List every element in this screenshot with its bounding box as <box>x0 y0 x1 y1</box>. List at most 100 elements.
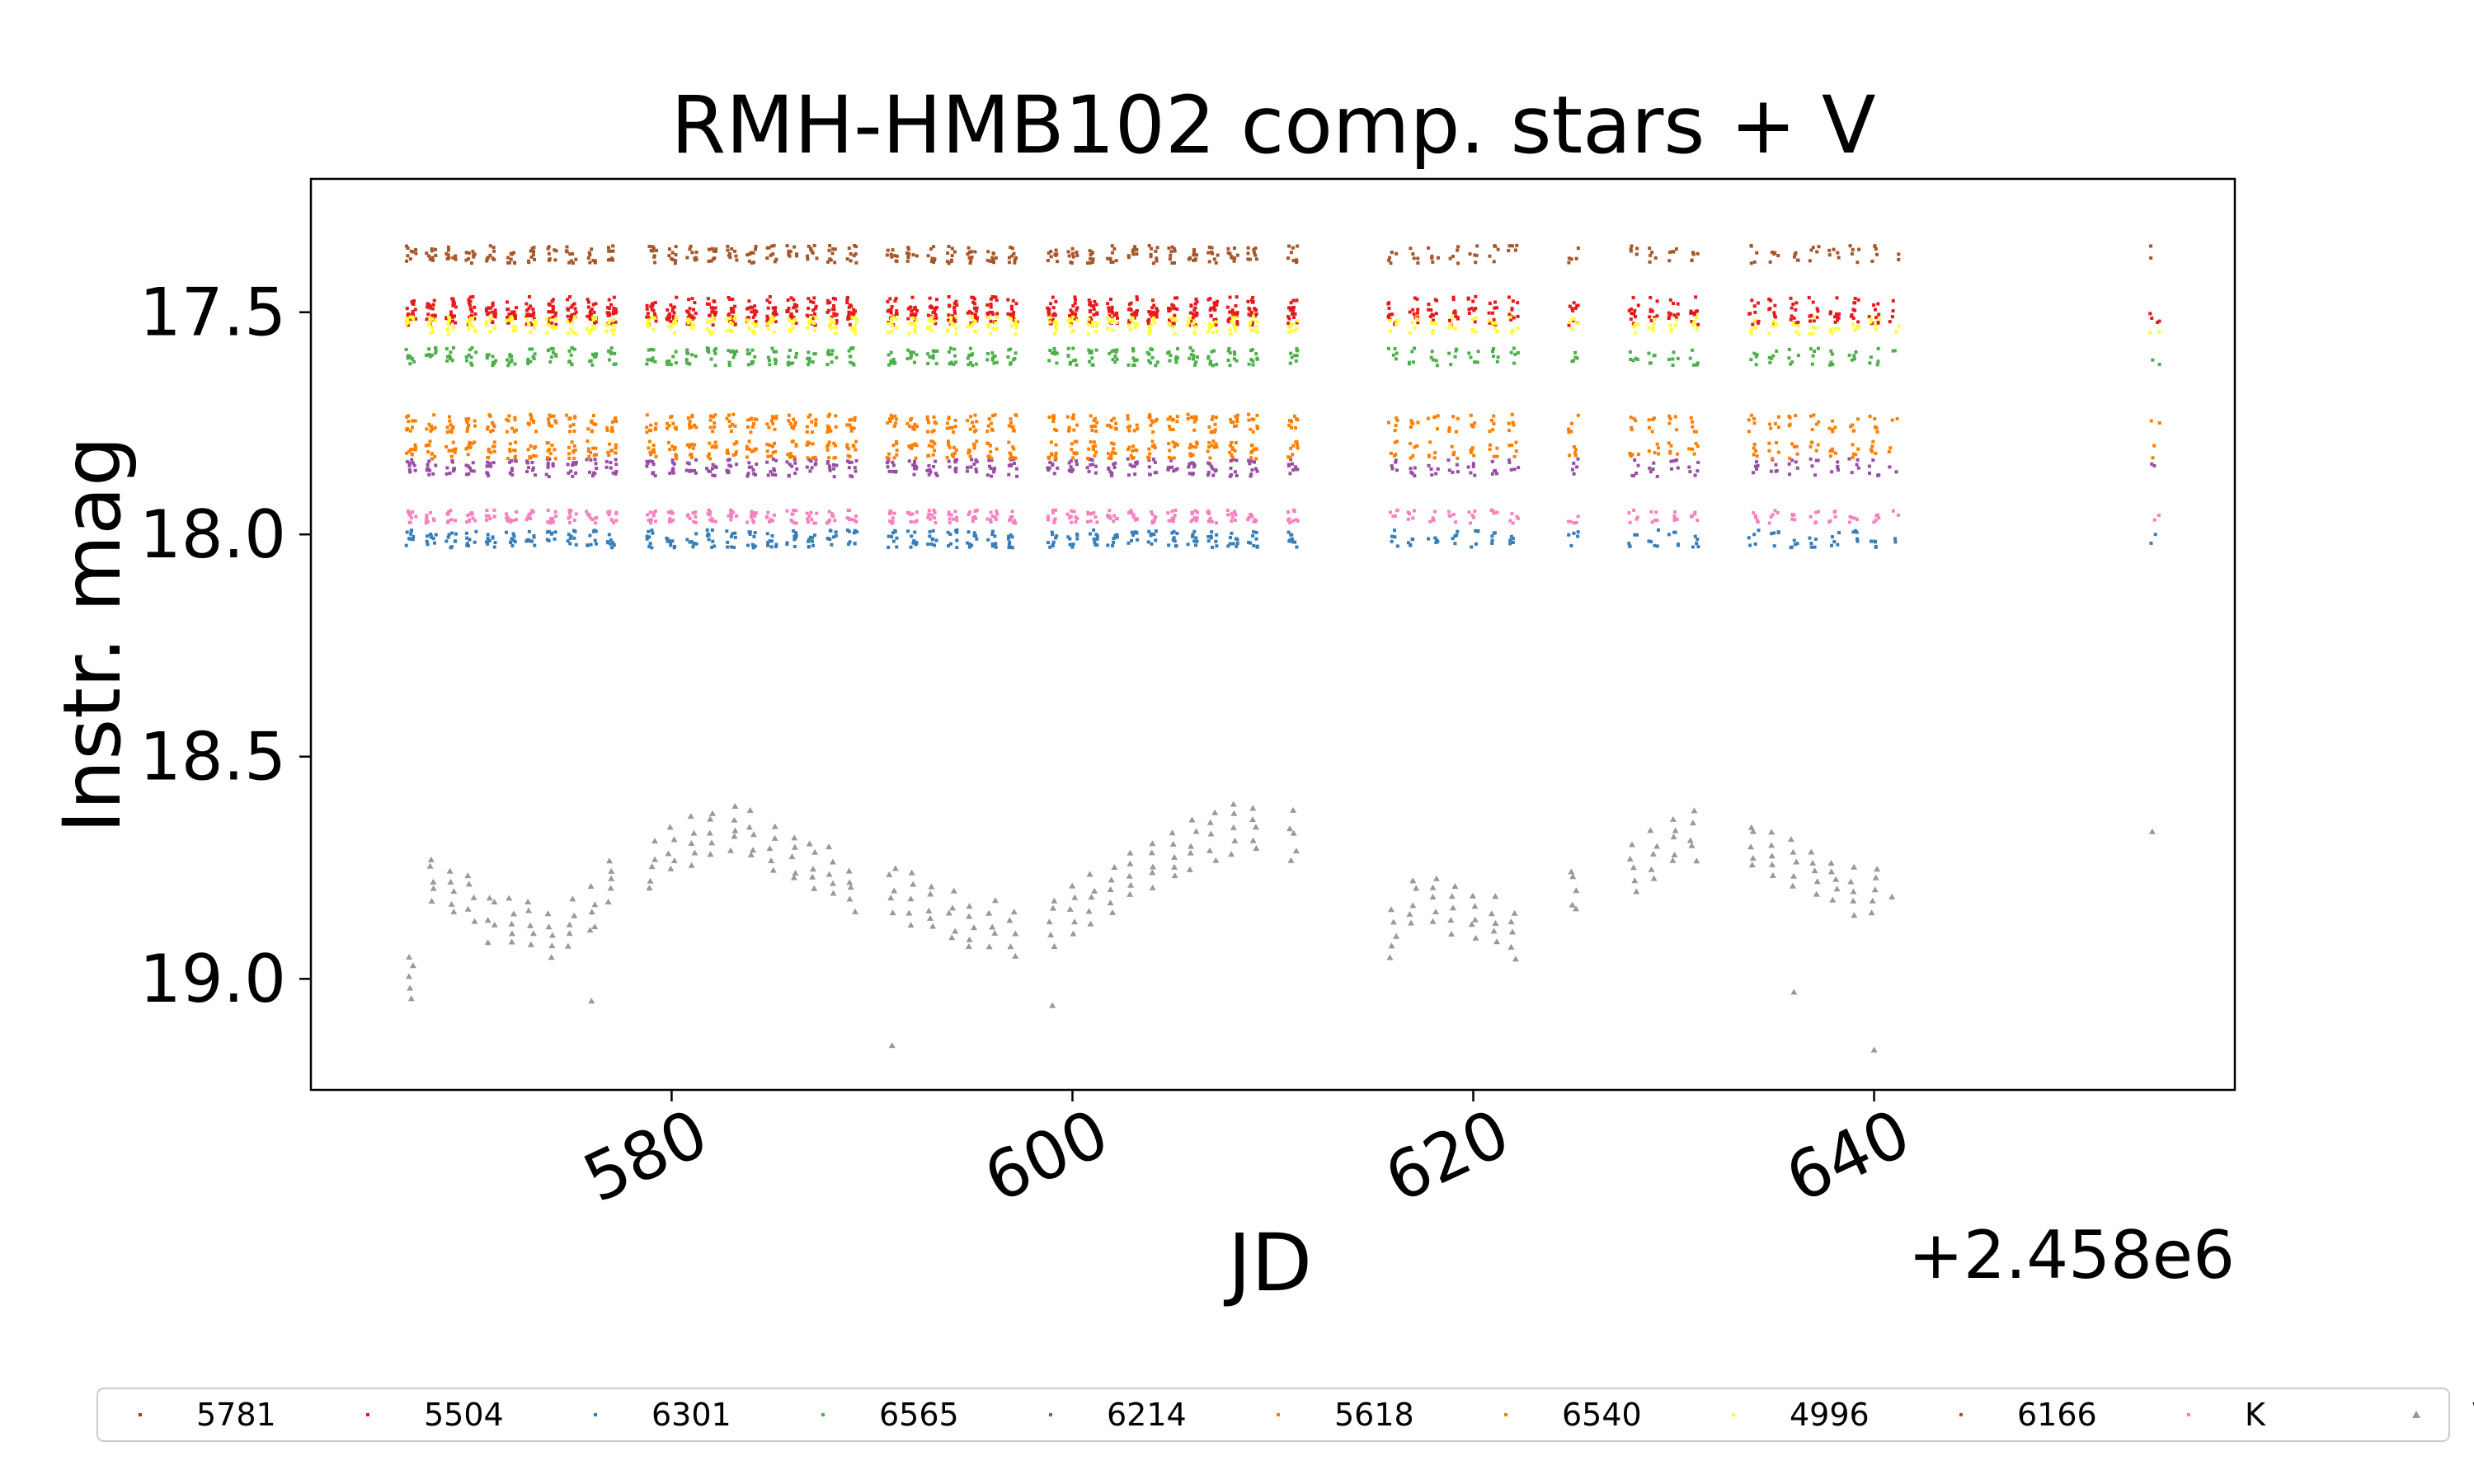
data-point <box>1149 423 1153 427</box>
data-point <box>489 430 493 434</box>
data-point <box>544 472 548 477</box>
data-point <box>1188 345 1192 350</box>
data-point <box>510 317 515 322</box>
data-point <box>1829 360 1833 364</box>
data-point <box>849 259 853 263</box>
data-point <box>890 305 894 309</box>
data-point <box>948 520 952 524</box>
data-point <box>1170 531 1174 535</box>
data-point <box>708 518 713 522</box>
data-point <box>587 513 591 517</box>
data-point <box>732 317 736 321</box>
data-point <box>585 458 589 462</box>
data-point <box>594 446 598 450</box>
data-point <box>990 256 995 260</box>
data-point <box>1789 317 1793 322</box>
data-point <box>731 310 736 314</box>
data-point <box>1448 256 1452 261</box>
data-point <box>1652 316 1656 320</box>
data-point <box>1469 892 1476 899</box>
data-point <box>752 304 756 308</box>
data-point <box>933 307 937 311</box>
data-point <box>970 324 974 328</box>
data-point <box>969 415 973 419</box>
data-point <box>729 508 733 512</box>
data-point <box>487 353 491 357</box>
data-point <box>1490 311 1494 315</box>
data-point <box>1809 542 1813 546</box>
data-point <box>929 329 934 333</box>
data-point <box>735 463 739 467</box>
data-point <box>993 413 997 417</box>
data-point <box>730 309 734 313</box>
data-point <box>834 533 838 538</box>
data-point <box>989 297 993 301</box>
data-point <box>1107 467 1111 471</box>
data-point <box>1087 920 1094 927</box>
data-point <box>565 250 569 254</box>
data-point <box>669 363 673 367</box>
data-point <box>1250 321 1254 325</box>
data-point <box>414 247 418 251</box>
data-point <box>446 867 454 874</box>
data-point <box>1131 444 1136 448</box>
data-point <box>1674 318 1678 322</box>
data-point <box>952 301 957 305</box>
data-point <box>492 449 496 453</box>
data-point <box>567 456 571 460</box>
data-point <box>1013 258 1017 262</box>
data-point <box>934 312 938 317</box>
data-point <box>1652 322 1656 326</box>
data-point <box>826 353 830 357</box>
data-point <box>1509 467 1513 472</box>
data-point <box>406 354 410 358</box>
data-point <box>685 256 689 260</box>
data-point <box>834 425 838 430</box>
data-point <box>1669 444 1673 448</box>
data-point <box>405 973 412 979</box>
data-point <box>931 538 935 542</box>
data-point <box>1072 328 1076 332</box>
data-point <box>1774 323 1778 327</box>
data-point <box>513 324 517 328</box>
data-point <box>590 308 594 312</box>
data-point <box>745 418 750 422</box>
data-point <box>1150 355 1155 359</box>
data-point <box>1691 425 1695 429</box>
data-point <box>987 455 991 459</box>
data-point <box>1447 351 1451 355</box>
data-point <box>589 458 593 462</box>
data-point <box>725 451 729 455</box>
data-point <box>1816 458 1820 463</box>
data-point <box>449 350 453 355</box>
data-point <box>1696 519 1700 523</box>
data-point <box>1232 259 1236 263</box>
data-point <box>1051 897 1058 904</box>
data-point <box>1513 352 1517 356</box>
data-point <box>770 244 774 248</box>
data-point <box>1674 247 1678 251</box>
data-point <box>954 448 958 452</box>
data-point <box>1877 312 1881 317</box>
data-point <box>547 302 551 306</box>
data-point <box>1012 311 1016 315</box>
data-point <box>1491 510 1495 514</box>
data-point <box>425 518 429 522</box>
data-point <box>532 534 536 538</box>
data-point <box>707 247 711 251</box>
data-point <box>1295 347 1299 351</box>
data-point <box>1191 461 1195 465</box>
data-point <box>1295 326 1299 331</box>
data-point <box>853 466 857 470</box>
data-point <box>885 253 889 257</box>
data-point <box>954 332 958 336</box>
data-point <box>651 531 655 535</box>
data-point <box>890 330 894 334</box>
data-point <box>1014 322 1018 326</box>
data-point <box>1235 544 1239 548</box>
data-point <box>689 442 694 446</box>
data-point <box>726 448 730 453</box>
data-point <box>451 326 455 331</box>
data-point <box>1867 464 1871 468</box>
data-point <box>1433 451 1437 455</box>
